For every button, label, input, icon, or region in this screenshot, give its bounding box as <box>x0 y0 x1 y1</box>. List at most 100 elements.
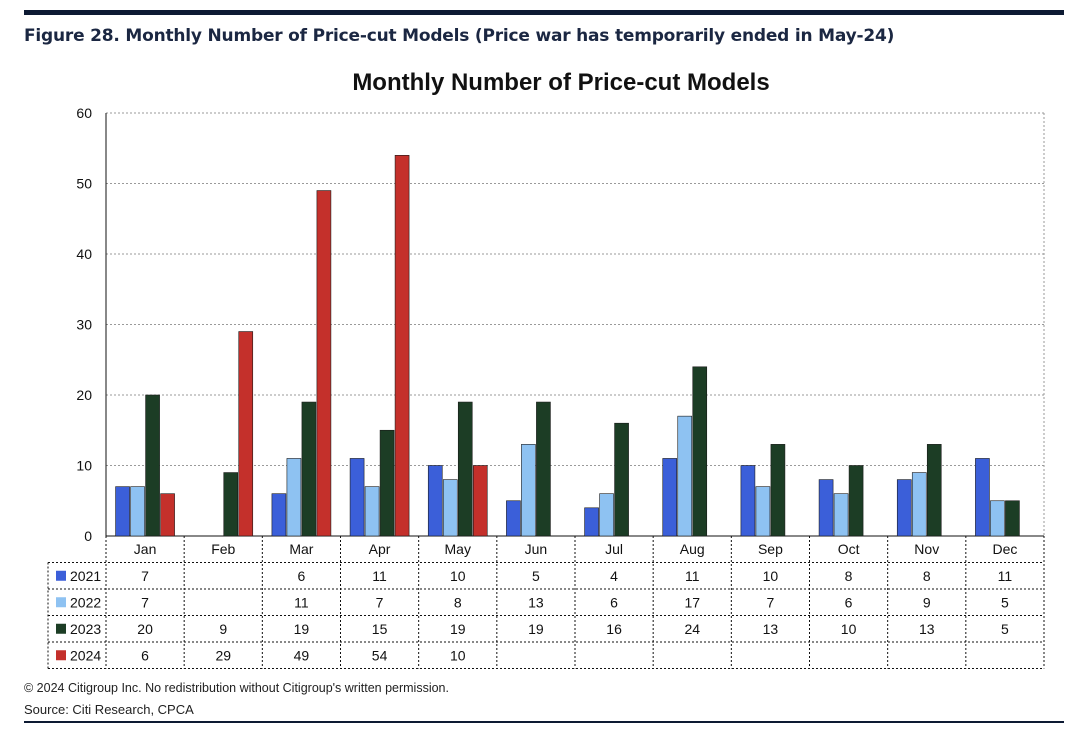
gridlines <box>106 112 1045 536</box>
x-tick-label-nov: Nov <box>914 541 939 557</box>
bar-2024-feb <box>238 331 254 537</box>
table-cell-2022-mar: 11 <box>294 594 309 610</box>
table-cell-2022-jan: 7 <box>141 594 149 610</box>
bar-2022-sep <box>755 486 771 537</box>
table-cell-2023-oct: 10 <box>841 621 857 637</box>
bar-2023-may <box>457 401 473 537</box>
table-cell-2024-apr: 54 <box>372 647 388 663</box>
bar-2023-apr <box>379 429 395 537</box>
x-tick-label-jan: Jan <box>134 541 157 557</box>
bar-2023-mar <box>301 401 317 537</box>
table-cell-2023-dec: 5 <box>1001 621 1009 637</box>
legend-swatch-2021 <box>56 570 66 581</box>
bar-2022-jul <box>599 493 614 537</box>
y-tick-label: 30 <box>76 317 92 333</box>
table-cell-2021-oct: 8 <box>845 568 853 584</box>
table-cell-2024-may: 10 <box>450 647 466 663</box>
y-tick-label: 0 <box>84 528 92 544</box>
bar-2024-apr <box>394 155 410 537</box>
legend-label-2021: 2021 <box>70 568 101 584</box>
figure-caption: Figure 28. Monthly Number of Price-cut M… <box>24 26 895 46</box>
bottom-rule <box>24 721 1064 723</box>
bar-2021-jul <box>584 507 599 537</box>
y-tick-label: 10 <box>76 458 92 474</box>
table-cell-2022-apr: 7 <box>376 594 384 610</box>
bar-2022-oct <box>833 493 849 537</box>
table-cell-2021-jun: 5 <box>532 568 540 584</box>
table-cell-2021-jan: 7 <box>141 568 149 584</box>
y-tick-label: 50 <box>76 176 92 192</box>
bar-2021-jun <box>506 500 521 537</box>
table-cell-2022-nov: 9 <box>923 594 931 610</box>
x-tick-label-jul: Jul <box>605 541 623 557</box>
x-tick-label-oct: Oct <box>838 541 860 557</box>
table-cell-2021-sep: 10 <box>763 568 779 584</box>
x-tick-label-mar: Mar <box>289 541 313 557</box>
table-cell-2024-mar: 49 <box>294 647 310 663</box>
bar-2022-dec <box>990 500 1005 537</box>
table-cell-2023-sep: 13 <box>763 621 779 637</box>
table-cell-2022-sep: 7 <box>767 594 775 610</box>
bar-2023-dec <box>1005 500 1020 537</box>
table-cell-2021-dec: 11 <box>998 568 1013 584</box>
table-cell-2021-may: 10 <box>450 568 466 584</box>
table-cell-2023-nov: 13 <box>919 621 935 637</box>
legend-label-2022: 2022 <box>70 594 101 610</box>
table-cell-2024-jan: 6 <box>141 647 149 663</box>
bar-2021-mar <box>271 493 287 537</box>
table-cell-2022-may: 8 <box>454 594 462 610</box>
bar-2023-jun <box>536 401 551 537</box>
legend-label-2024: 2024 <box>70 647 101 663</box>
x-tick-label-jun: Jun <box>525 541 548 557</box>
x-tick-label-dec: Dec <box>992 541 1017 557</box>
bar-2021-oct <box>818 479 834 537</box>
bar-2021-apr <box>349 458 365 537</box>
table-cell-2023-jun: 19 <box>528 621 544 637</box>
y-tick-label: 20 <box>76 387 92 403</box>
table-cell-2022-dec: 5 <box>1001 594 1009 610</box>
table-cell-2021-aug: 11 <box>685 568 700 584</box>
chart-title: Monthly Number of Price-cut Models <box>352 69 769 96</box>
table-cell-2023-apr: 15 <box>372 621 388 637</box>
bar-2022-jan <box>130 486 145 537</box>
bar-2021-sep <box>740 465 756 537</box>
bar-2024-may <box>472 465 488 537</box>
x-tick-label-aug: Aug <box>680 541 705 557</box>
legend-swatch-2023 <box>56 623 66 634</box>
x-tick-label-feb: Feb <box>211 541 235 557</box>
bar-2021-nov <box>896 479 912 537</box>
y-tick-label: 60 <box>76 105 92 121</box>
bar-2022-mar <box>286 458 302 537</box>
top-rule <box>24 10 1064 15</box>
table-cell-2023-mar: 19 <box>294 621 310 637</box>
bar-2022-aug <box>677 415 693 537</box>
bar-2022-may <box>442 479 458 537</box>
table-cell-2022-oct: 6 <box>845 594 853 610</box>
bars <box>115 155 1020 537</box>
x-tick-label-apr: Apr <box>369 541 391 557</box>
copyright-note: © 2024 Citigroup Inc. No redistribution … <box>24 681 449 695</box>
table-cell-2022-aug: 17 <box>684 594 700 610</box>
table-cell-2023-feb: 9 <box>219 621 227 637</box>
bar-2021-aug <box>662 458 678 537</box>
bar-2022-jun <box>521 444 536 537</box>
bar-2023-nov <box>926 444 942 537</box>
bar-2021-jan <box>115 486 130 537</box>
bar-2024-jan <box>160 493 175 537</box>
table-cell-2021-mar: 6 <box>298 568 306 584</box>
table-cell-2021-nov: 8 <box>923 568 931 584</box>
table-cell-2022-jul: 6 <box>610 594 618 610</box>
table-cell-2023-aug: 24 <box>684 621 700 637</box>
x-tick-label-may: May <box>445 541 471 557</box>
bar-2021-may <box>427 465 443 537</box>
table-cell-2021-apr: 11 <box>372 568 387 584</box>
table-cell-2023-jan: 20 <box>137 621 153 637</box>
source-note: Source: Citi Research, CPCA <box>24 702 194 717</box>
data-table: Jan Feb Mar Apr May Jun Jul Aug Sep Oct Nov Dec 2021… <box>47 536 1045 669</box>
bar-2022-nov <box>911 472 927 537</box>
x-tick-label-sep: Sep <box>758 541 783 557</box>
bar-2023-aug <box>692 366 708 537</box>
y-tick-label: 40 <box>76 246 92 262</box>
legend-swatch-2024 <box>56 650 66 661</box>
